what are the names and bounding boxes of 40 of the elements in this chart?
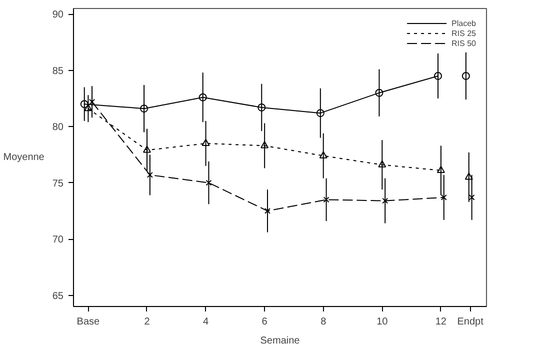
x-tick-label: 10: [376, 316, 388, 328]
point: [316, 109, 324, 118]
point: [142, 146, 151, 153]
point: [198, 93, 207, 102]
point: [434, 72, 442, 80]
y-tick-label: 65: [52, 290, 64, 302]
x-axis-title: Semaine: [260, 336, 300, 346]
y-axis-title: Moyenne: [3, 152, 45, 163]
x-tick-label: 12: [435, 316, 447, 328]
legend-label: RIS 25: [452, 28, 476, 38]
y-tick-label: 90: [52, 10, 64, 21]
point: [258, 103, 266, 112]
x-tick-label: 6: [262, 316, 268, 328]
point: [462, 72, 470, 80]
x-tick-label: 8: [320, 316, 327, 328]
point: [206, 180, 212, 186]
point: [84, 104, 92, 112]
point: [436, 166, 445, 173]
x-tick-label: Endpt: [457, 316, 484, 328]
x-tick-label: Base: [76, 316, 100, 328]
legend-label: RIS 50: [452, 38, 476, 48]
point: [378, 160, 386, 168]
y-tick-label: 70: [52, 234, 64, 246]
x-tick-label: 4: [202, 316, 209, 328]
x-tick-label: 2: [144, 316, 150, 328]
point: [464, 172, 473, 180]
point: [264, 208, 270, 214]
point: [146, 172, 153, 178]
point: [382, 198, 388, 204]
y-tick-label: 75: [52, 178, 64, 190]
legend-label: Placeb: [452, 18, 476, 28]
point: [375, 88, 384, 97]
point: [319, 151, 328, 158]
point: [140, 104, 148, 113]
point: [323, 196, 330, 203]
y-tick-label: 80: [52, 122, 64, 134]
point: [260, 141, 269, 148]
point: [440, 194, 447, 200]
point: [202, 138, 210, 146]
y-tick-label: 85: [52, 66, 64, 77]
